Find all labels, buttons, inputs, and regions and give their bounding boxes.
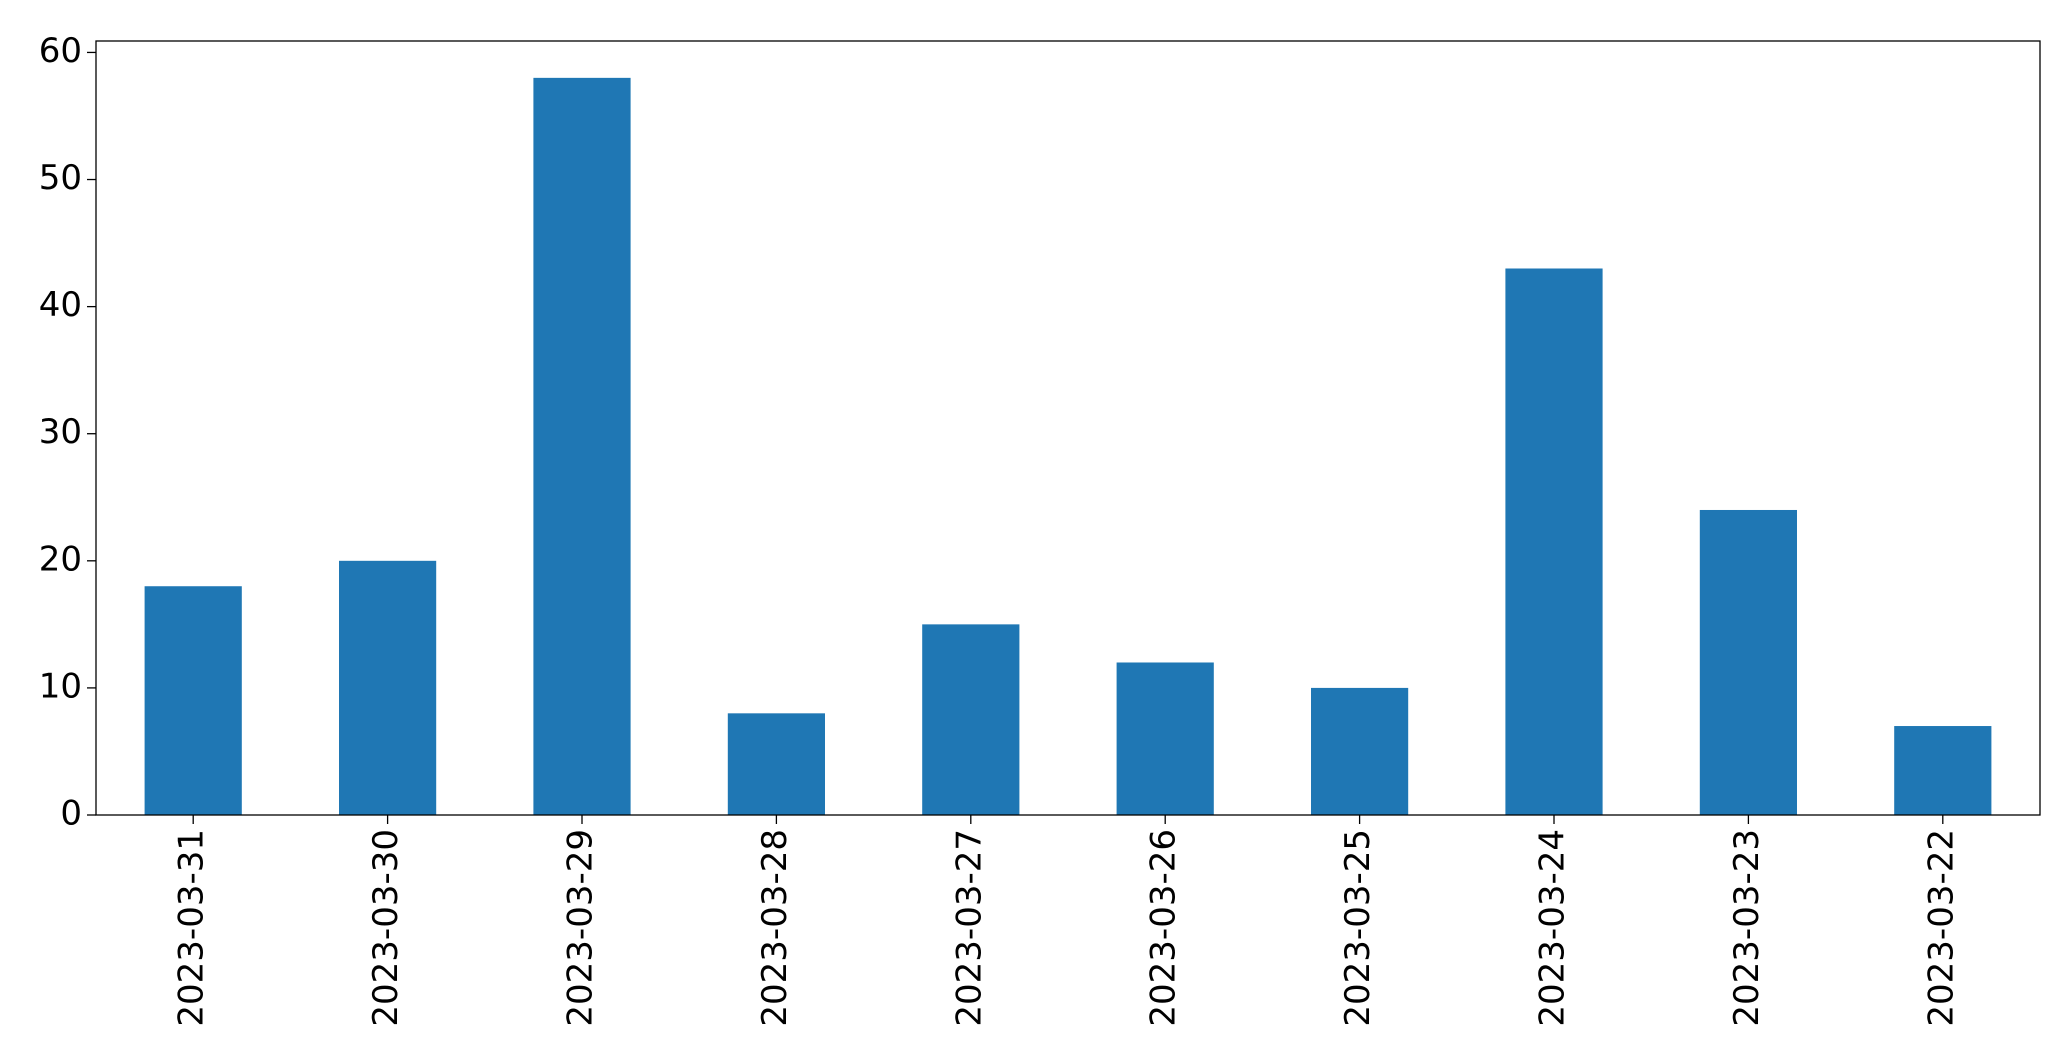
bar xyxy=(727,713,825,815)
bar xyxy=(1699,509,1797,815)
bar xyxy=(1311,687,1409,815)
bar xyxy=(533,77,631,816)
y-tick-label: 40 xyxy=(39,285,82,325)
x-tick-label: 2023-03-25 xyxy=(1338,829,1378,1027)
plot-frame xyxy=(95,40,2041,816)
x-tick-label: 2023-03-22 xyxy=(1921,829,1961,1027)
x-tick-label: 2023-03-23 xyxy=(1727,829,1767,1027)
x-tick-label: 2023-03-24 xyxy=(1533,829,1573,1027)
x-tick-label: 2023-03-31 xyxy=(172,829,212,1027)
x-tick-label: 2023-03-27 xyxy=(949,829,989,1027)
y-tick-label: 10 xyxy=(39,666,82,706)
bar xyxy=(1505,268,1603,815)
bar xyxy=(1894,726,1992,815)
x-tick-label: 2023-03-26 xyxy=(1144,829,1184,1027)
bar xyxy=(922,624,1020,815)
y-tick-label: 60 xyxy=(39,31,82,71)
y-tick-label: 50 xyxy=(39,158,82,198)
x-tick-label: 2023-03-29 xyxy=(561,829,601,1027)
y-tick-label: 0 xyxy=(60,794,82,834)
x-tick-label: 2023-03-28 xyxy=(755,829,795,1027)
bar xyxy=(144,586,242,815)
x-tick-label: 2023-03-30 xyxy=(366,829,406,1027)
y-tick-label: 30 xyxy=(39,412,82,452)
y-tick-label: 20 xyxy=(39,539,82,579)
bar xyxy=(339,560,437,815)
bar xyxy=(1116,662,1214,815)
